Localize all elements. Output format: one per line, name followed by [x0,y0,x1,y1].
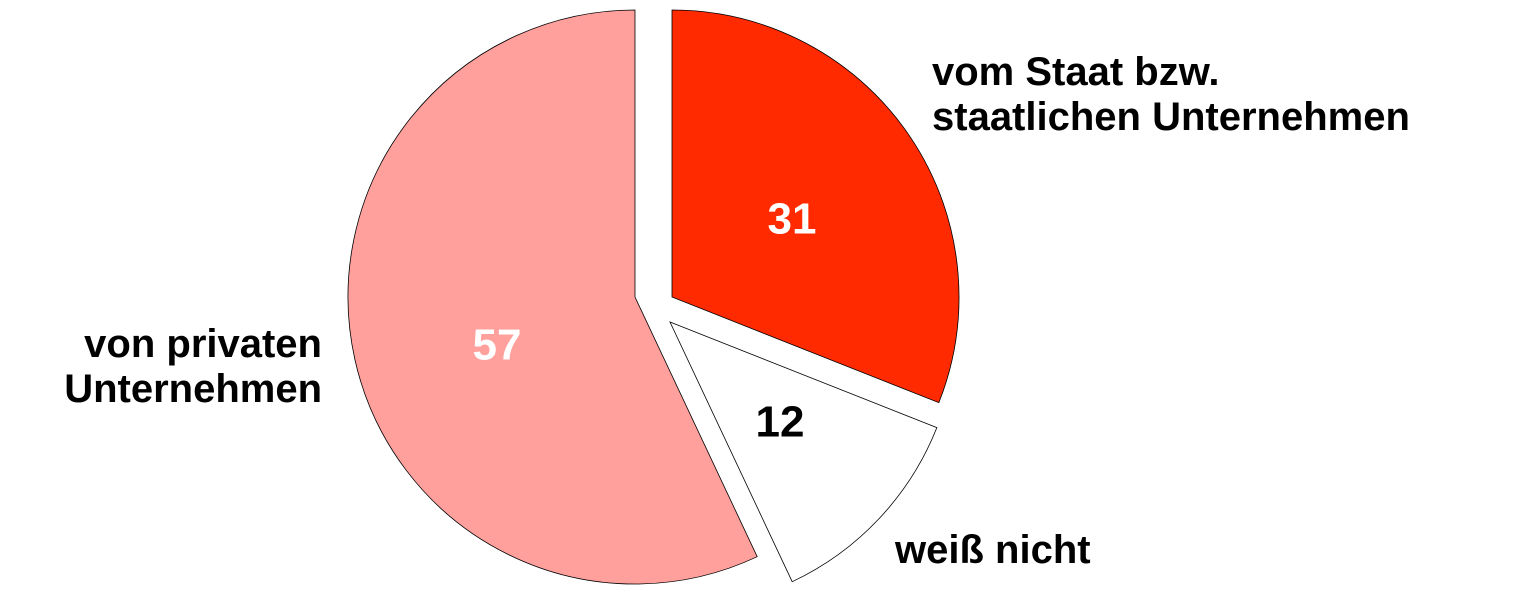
pie-slice [347,9,758,585]
category-label: weiß nicht [895,528,1091,572]
category-label: vom Staat bzw. staatlichen Unternehmen [932,50,1410,139]
pie-slice [671,9,960,404]
category-label: von privaten Unternehmen [64,322,322,411]
pie-slice [669,321,938,583]
value-label: 12 [756,398,805,447]
value-label: 31 [768,195,817,244]
value-label: 57 [473,321,522,370]
